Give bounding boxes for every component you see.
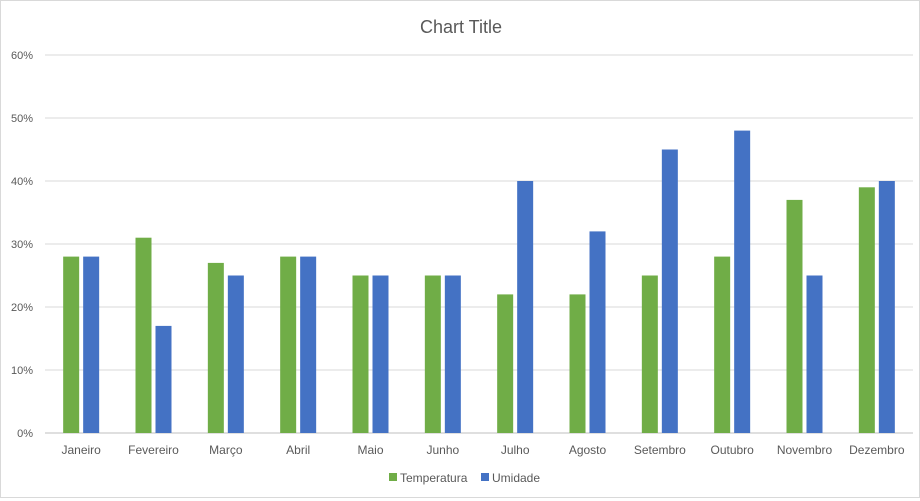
bar-umidade: [227, 275, 244, 433]
bar-temperatura: [858, 187, 875, 433]
y-tick-label: 40%: [11, 176, 33, 188]
bar-umidade: [806, 275, 823, 433]
legend-swatch: [481, 473, 489, 481]
x-tick-label: Abril: [286, 443, 310, 457]
x-tick-label: Janeiro: [61, 443, 101, 457]
legend-label: Temperatura: [400, 471, 468, 485]
bar-umidade: [83, 256, 100, 433]
x-axis-labels: Janeiro Fevereiro Março Abril Maio Junho Julho…: [61, 443, 904, 457]
x-tick-label: Fevereiro: [128, 443, 179, 457]
x-tick-label: Março: [209, 443, 243, 457]
y-tick-label: 60%: [11, 50, 33, 62]
bar-temperatura: [714, 256, 731, 433]
bar-umidade: [734, 130, 751, 433]
bar-temperatura: [641, 275, 658, 433]
chart-title: Chart Title: [420, 17, 502, 37]
bar-umidade: [372, 275, 389, 433]
bar-temperatura: [786, 199, 803, 433]
bars: [63, 130, 895, 433]
bar-temperatura: [280, 256, 297, 433]
bar-umidade: [517, 181, 534, 433]
x-tick-label: Julho: [501, 443, 530, 457]
y-tick-label: 10%: [11, 365, 33, 377]
bar-umidade: [444, 275, 461, 433]
bar-temperatura: [135, 237, 152, 433]
legend-swatch: [389, 473, 397, 481]
x-tick-label: Setembro: [634, 443, 686, 457]
bar-temperatura: [207, 262, 224, 433]
x-tick-label: Outubro: [710, 443, 754, 457]
bar-temperatura: [63, 256, 80, 433]
y-tick-label: 50%: [11, 113, 33, 125]
legend: Temperatura Umidade: [389, 471, 540, 485]
x-tick-label: Novembro: [777, 443, 833, 457]
x-tick-label: Agosto: [569, 443, 607, 457]
bar-temperatura: [424, 275, 441, 433]
x-tick-label: Dezembro: [849, 443, 905, 457]
legend-label: Umidade: [492, 471, 540, 485]
bar-temperatura: [497, 294, 514, 433]
y-tick-label: 20%: [11, 302, 33, 314]
y-tick-label: 0%: [17, 428, 33, 440]
y-axis-labels: 0% 10% 20% 30% 40% 50% 60%: [11, 50, 33, 440]
bar-umidade: [589, 231, 606, 433]
bar-temperatura: [569, 294, 586, 433]
y-tick-label: 30%: [11, 239, 33, 251]
gridlines: [45, 54, 913, 434]
bar-umidade: [155, 325, 172, 433]
bar-umidade: [661, 149, 678, 433]
x-tick-label: Junho: [426, 443, 459, 457]
x-tick-label: Maio: [357, 443, 383, 457]
bar-umidade: [878, 181, 895, 433]
bar-temperatura: [352, 275, 369, 433]
bar-umidade: [300, 256, 317, 433]
